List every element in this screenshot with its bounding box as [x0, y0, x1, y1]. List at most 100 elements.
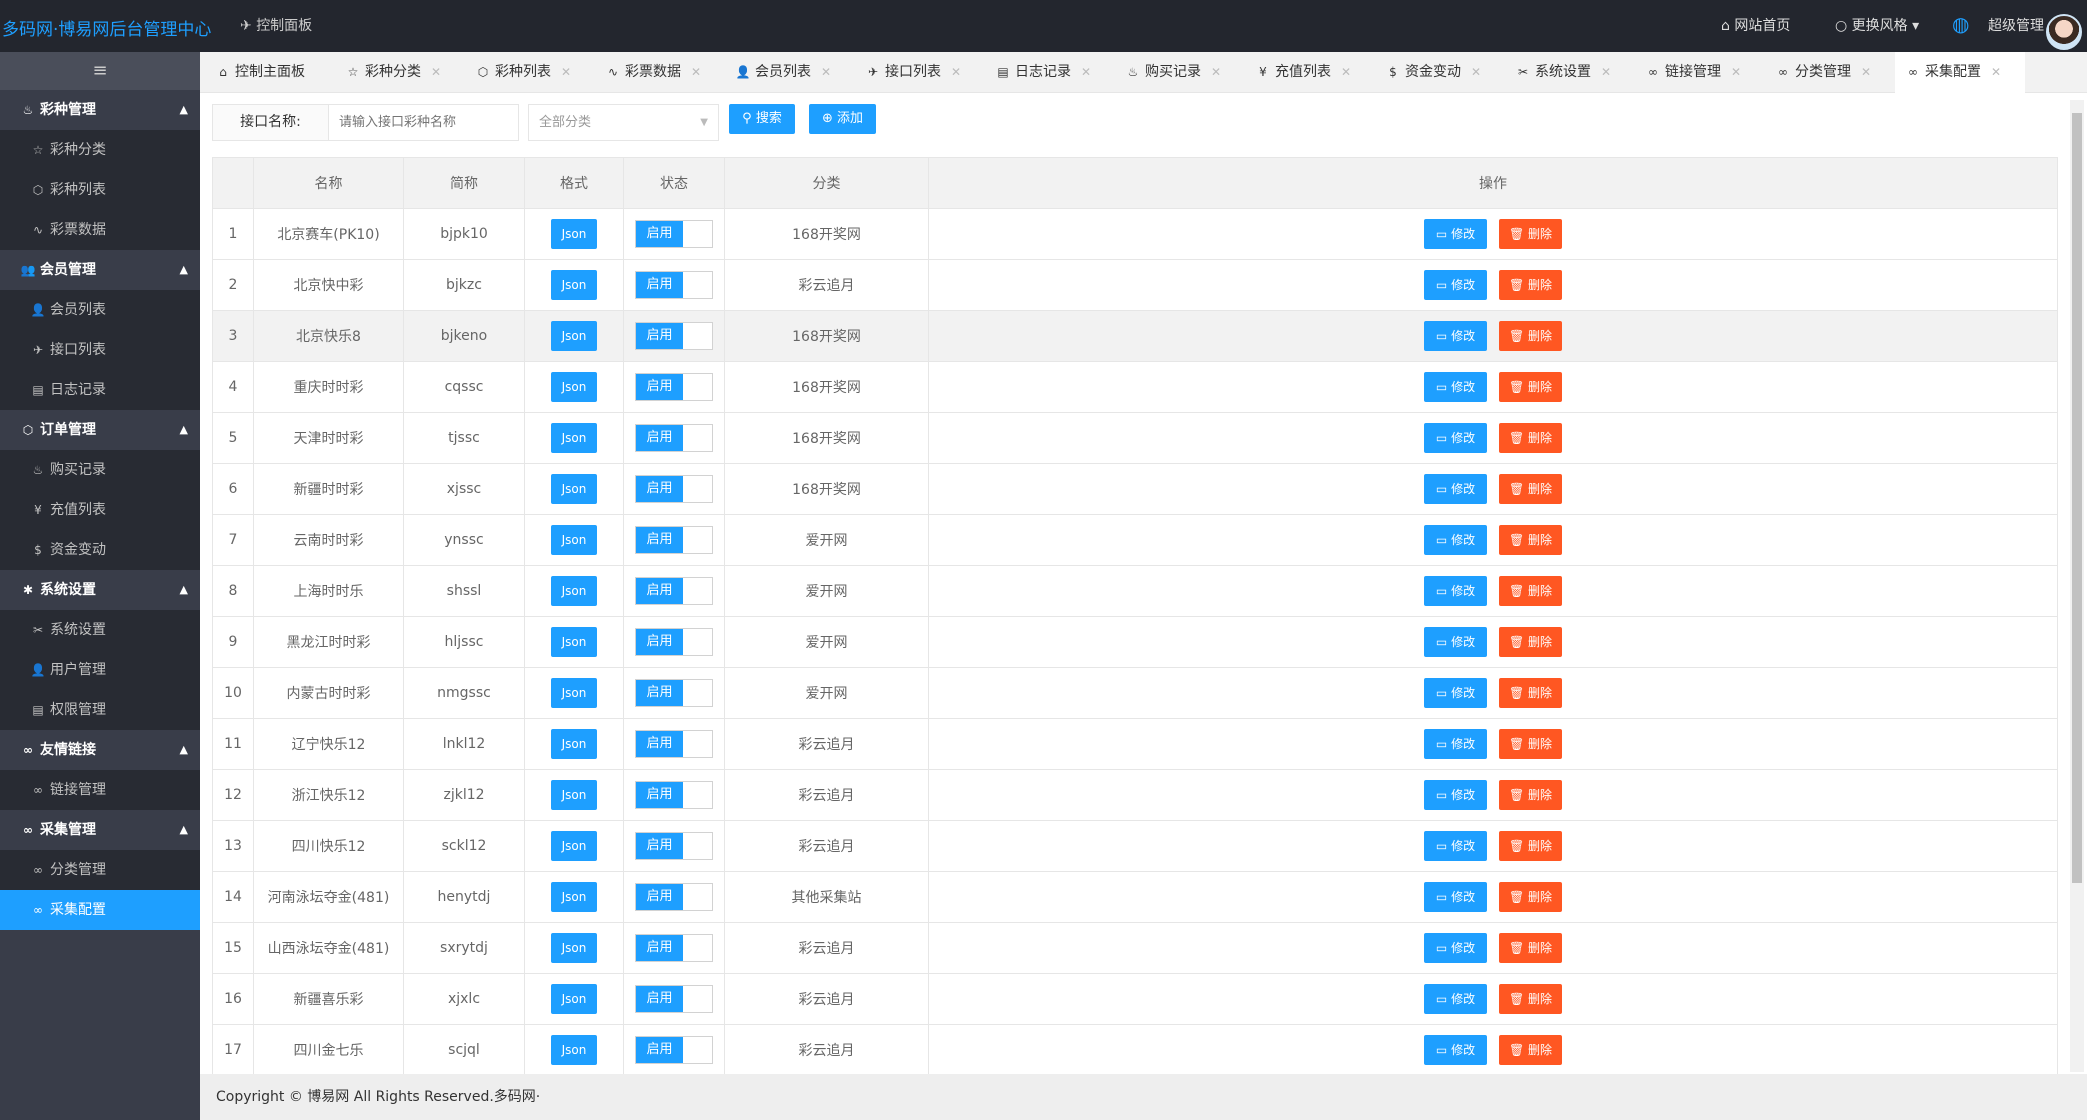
delete-button[interactable]: 🗑 删除 — [1499, 576, 1562, 606]
search-button[interactable]: ⚲ 搜索 — [729, 104, 795, 134]
delete-button[interactable]: 🗑 删除 — [1499, 219, 1562, 249]
sidebar-group-3[interactable]: ✱ 系统设置 ▲ — [0, 570, 200, 610]
json-format-button[interactable]: Json — [551, 474, 597, 504]
avatar[interactable] — [2046, 14, 2082, 50]
tab-4[interactable]: 👤 会员列表 ✕ — [725, 52, 855, 93]
sidebar-toggle-button[interactable]: ≡ — [0, 52, 200, 90]
close-icon[interactable]: ✕ — [1731, 65, 1742, 79]
status-toggle[interactable]: 启用 — [635, 628, 713, 656]
close-icon[interactable]: ✕ — [821, 65, 832, 79]
edit-button[interactable]: ▭ 修改 — [1424, 984, 1487, 1014]
status-toggle[interactable]: 启用 — [635, 934, 713, 962]
status-toggle[interactable]: 启用 — [635, 373, 713, 401]
sidebar-group-5[interactable]: ∞ 采集管理 ▲ — [0, 810, 200, 850]
tab-10[interactable]: ✂ 系统设置 ✕ — [1505, 52, 1635, 93]
tab-3[interactable]: ∿ 彩票数据 ✕ — [595, 52, 725, 93]
edit-button[interactable]: ▭ 修改 — [1424, 831, 1487, 861]
edit-button[interactable]: ▭ 修改 — [1424, 933, 1487, 963]
sidebar-item-1-1[interactable]: ✈ 接口列表 — [0, 330, 200, 370]
delete-button[interactable]: 🗑 删除 — [1499, 372, 1562, 402]
close-icon[interactable]: ✕ — [951, 65, 962, 79]
delete-button[interactable]: 🗑 删除 — [1499, 933, 1562, 963]
tab-0[interactable]: ⌂ 控制主面板 — [205, 52, 335, 93]
add-button[interactable]: ⊕ 添加 — [809, 104, 876, 134]
sidebar-item-3-2[interactable]: ▤ 权限管理 — [0, 690, 200, 730]
tab-8[interactable]: ¥ 充值列表 ✕ — [1245, 52, 1375, 93]
sidebar-item-3-0[interactable]: ✂ 系统设置 — [0, 610, 200, 650]
sidebar-item-5-0[interactable]: ∞ 分类管理 — [0, 850, 200, 890]
status-toggle[interactable]: 启用 — [635, 424, 713, 452]
site-home-link[interactable]: ⌂ 网站首页 — [1721, 15, 1790, 35]
json-format-button[interactable]: Json — [551, 627, 597, 657]
close-icon[interactable]: ✕ — [1471, 65, 1482, 79]
status-toggle[interactable]: 启用 — [635, 832, 713, 860]
edit-button[interactable]: ▭ 修改 — [1424, 678, 1487, 708]
edit-button[interactable]: ▭ 修改 — [1424, 882, 1487, 912]
tab-12[interactable]: ∞ 分类管理 ✕ — [1765, 52, 1895, 93]
delete-button[interactable]: 🗑 删除 — [1499, 423, 1562, 453]
close-icon[interactable]: ✕ — [431, 65, 442, 79]
tab-7[interactable]: ♨ 购买记录 ✕ — [1115, 52, 1245, 93]
globe-icon[interactable]: ◍ — [1952, 12, 1970, 36]
sidebar-item-0-1[interactable]: ⬡ 彩种列表 — [0, 170, 200, 210]
edit-button[interactable]: ▭ 修改 — [1424, 525, 1487, 555]
delete-button[interactable]: 🗑 删除 — [1499, 321, 1562, 351]
status-toggle[interactable]: 启用 — [635, 271, 713, 299]
delete-button[interactable]: 🗑 删除 — [1499, 984, 1562, 1014]
status-toggle[interactable]: 启用 — [635, 577, 713, 605]
sidebar-group-0[interactable]: ♨ 彩种管理 ▲ — [0, 90, 200, 130]
sidebar-item-2-2[interactable]: $ 资金变动 — [0, 530, 200, 570]
edit-button[interactable]: ▭ 修改 — [1424, 627, 1487, 657]
delete-button[interactable]: 🗑 删除 — [1499, 780, 1562, 810]
json-format-button[interactable]: Json — [551, 270, 597, 300]
breadcrumb-dashboard[interactable]: ✈ 控制面板 — [240, 15, 312, 35]
status-toggle[interactable]: 启用 — [635, 475, 713, 503]
category-select[interactable]: 全部分类 ▼ — [528, 104, 719, 141]
json-format-button[interactable]: Json — [551, 525, 597, 555]
edit-button[interactable]: ▭ 修改 — [1424, 423, 1487, 453]
edit-button[interactable]: ▭ 修改 — [1424, 219, 1487, 249]
edit-button[interactable]: ▭ 修改 — [1424, 270, 1487, 300]
delete-button[interactable]: 🗑 删除 — [1499, 882, 1562, 912]
tab-11[interactable]: ∞ 链接管理 ✕ — [1635, 52, 1765, 93]
sidebar-item-3-1[interactable]: 👤 用户管理 — [0, 650, 200, 690]
status-toggle[interactable]: 启用 — [635, 220, 713, 248]
sidebar-item-1-2[interactable]: ▤ 日志记录 — [0, 370, 200, 410]
close-icon[interactable]: ✕ — [691, 65, 702, 79]
close-icon[interactable]: ✕ — [1601, 65, 1612, 79]
status-toggle[interactable]: 启用 — [635, 730, 713, 758]
json-format-button[interactable]: Json — [551, 831, 597, 861]
app-title[interactable]: 多码网·博易网后台管理中心 — [2, 20, 212, 40]
close-icon[interactable]: ✕ — [1991, 65, 2002, 79]
close-icon[interactable]: ✕ — [1341, 65, 1352, 79]
edit-button[interactable]: ▭ 修改 — [1424, 372, 1487, 402]
edit-button[interactable]: ▭ 修改 — [1424, 321, 1487, 351]
json-format-button[interactable]: Json — [551, 372, 597, 402]
sidebar-group-2[interactable]: ⬡ 订单管理 ▲ — [0, 410, 200, 450]
delete-button[interactable]: 🗑 删除 — [1499, 831, 1562, 861]
edit-button[interactable]: ▭ 修改 — [1424, 474, 1487, 504]
tab-1[interactable]: ☆ 彩种分类 ✕ — [335, 52, 465, 93]
sidebar-item-2-0[interactable]: ♨ 购买记录 — [0, 450, 200, 490]
delete-button[interactable]: 🗑 删除 — [1499, 678, 1562, 708]
tab-13[interactable]: ∞ 采集配置 ✕ — [1895, 52, 2025, 93]
status-toggle[interactable]: 启用 — [635, 883, 713, 911]
tab-6[interactable]: ▤ 日志记录 ✕ — [985, 52, 1115, 93]
json-format-button[interactable]: Json — [551, 984, 597, 1014]
json-format-button[interactable]: Json — [551, 321, 597, 351]
status-toggle[interactable]: 启用 — [635, 781, 713, 809]
delete-button[interactable]: 🗑 删除 — [1499, 1035, 1562, 1065]
status-toggle[interactable]: 启用 — [635, 985, 713, 1013]
json-format-button[interactable]: Json — [551, 1035, 597, 1065]
tab-9[interactable]: $ 资金变动 ✕ — [1375, 52, 1505, 93]
json-format-button[interactable]: Json — [551, 882, 597, 912]
edit-button[interactable]: ▭ 修改 — [1424, 576, 1487, 606]
json-format-button[interactable]: Json — [551, 678, 597, 708]
sidebar-item-0-0[interactable]: ☆ 彩种分类 — [0, 130, 200, 170]
status-toggle[interactable]: 启用 — [635, 1036, 713, 1064]
sidebar-item-5-1[interactable]: ∞ 采集配置 — [0, 890, 200, 930]
status-toggle[interactable]: 启用 — [635, 679, 713, 707]
delete-button[interactable]: 🗑 删除 — [1499, 525, 1562, 555]
scrollbar-thumb[interactable] — [2072, 113, 2082, 883]
json-format-button[interactable]: Json — [551, 576, 597, 606]
